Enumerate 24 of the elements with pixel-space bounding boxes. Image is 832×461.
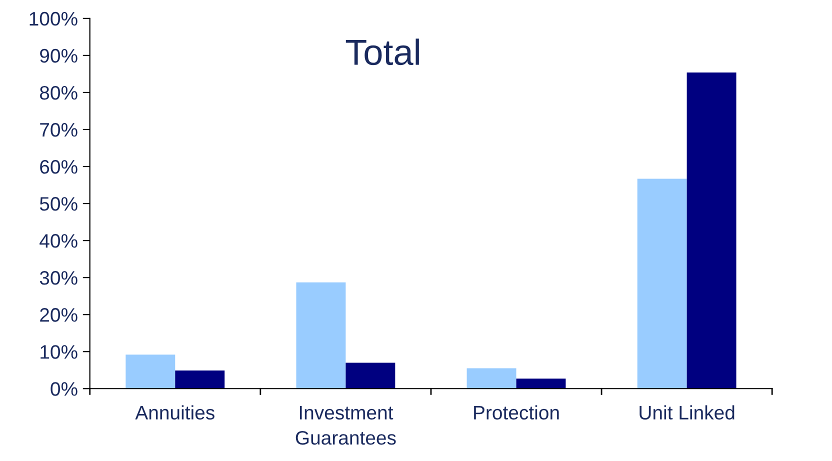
- x-tick-label: Annuities: [135, 405, 214, 420]
- bar: [637, 178, 687, 389]
- y-tick-label: 0%: [50, 382, 78, 396]
- x-tick-label: Protection: [474, 405, 559, 420]
- bar: [686, 72, 736, 389]
- y-tick-label: 50%: [40, 197, 78, 211]
- x-tick-label: Investment Guarantees: [296, 406, 396, 445]
- bar: [296, 282, 346, 389]
- bar: [516, 378, 566, 389]
- y-tick-label: 70%: [40, 122, 78, 137]
- y-tick-label: 100%: [30, 12, 78, 26]
- chart-title: Total: [346, 38, 419, 66]
- bar: [466, 368, 516, 389]
- y-tick-label: 60%: [40, 160, 78, 174]
- y-tick-label: 40%: [40, 234, 78, 248]
- bar: [126, 354, 176, 389]
- y-tick-label: 90%: [40, 48, 78, 63]
- y-tick-label: 10%: [40, 345, 78, 359]
- y-tick-label: 80%: [40, 86, 78, 100]
- bar: [346, 362, 396, 389]
- x-tick-label: Unit Linked: [640, 405, 734, 420]
- bar: [175, 370, 225, 389]
- y-tick-label: 30%: [40, 271, 78, 285]
- y-tick-label: 20%: [40, 308, 78, 322]
